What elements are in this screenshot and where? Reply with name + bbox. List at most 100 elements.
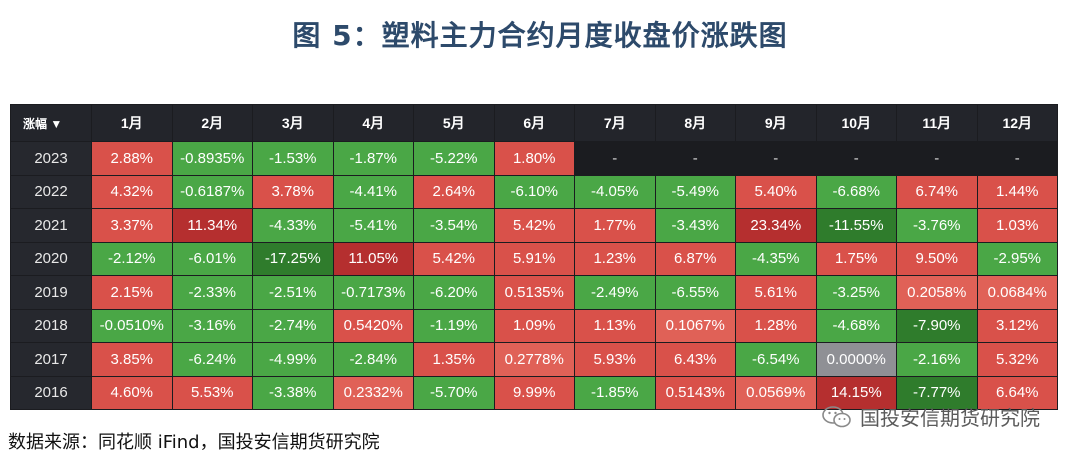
heatmap-cell: 4.60%	[92, 376, 172, 409]
heatmap-cell: -3.25%	[816, 276, 896, 309]
month-header: 1月	[92, 105, 172, 141]
heatmap-cell: -	[977, 142, 1057, 175]
heatmap-cell: 0.0000%	[816, 343, 896, 376]
watermark-text: 国投安信期货研究院	[860, 406, 1040, 430]
heatmap-cell: 5.93%	[575, 343, 655, 376]
heatmap-table: 涨幅 ▼ 1月 2月 3月 4月 5月 6月 7月 8月 9月 10月 11月 12月 2023 2.8…	[10, 104, 1058, 410]
month-header: 3月	[253, 105, 333, 141]
year-label: 2023	[11, 142, 91, 175]
year-row: 2021 3.37% 11.34% -4.33% -5.41% -3.54% 5.42% 1.…	[11, 209, 1057, 242]
heatmap-cell: -6.55%	[655, 276, 735, 309]
heatmap-body: 2023 2.88% -0.8935% -1.53% -1.87% -5.22% 1.80%…	[11, 142, 1057, 409]
year-row: 2019 2.15% -2.33% -2.51% -0.7173% -6.20% 0.513…	[11, 276, 1057, 309]
heatmap-cell: 6.74%	[897, 175, 977, 208]
heatmap-cell: -0.6187%	[172, 175, 252, 208]
heatmap-cell: -7.90%	[897, 309, 977, 342]
heatmap-cell: 0.0569%	[736, 376, 816, 409]
heatmap-cell: 2.15%	[92, 276, 172, 309]
heatmap-cell: -5.22%	[414, 142, 494, 175]
chart-title: 图 5：塑料主力合约月度收盘价涨跌图	[292, 19, 788, 52]
heatmap-cell: -2.84%	[333, 343, 413, 376]
heatmap-cell: 1.23%	[575, 242, 655, 275]
heatmap-cell: 3.78%	[253, 175, 333, 208]
heatmap-cell: -2.33%	[172, 276, 252, 309]
heatmap-cell: 1.35%	[414, 343, 494, 376]
heatmap-cell: -0.8935%	[172, 142, 252, 175]
heatmap-cell: 3.37%	[92, 209, 172, 242]
month-header: 8月	[655, 105, 735, 141]
month-header: 5月	[414, 105, 494, 141]
heatmap-cell: 6.43%	[655, 343, 735, 376]
heatmap-cell: 1.03%	[977, 209, 1057, 242]
heatmap-cell: -4.33%	[253, 209, 333, 242]
heatmap-cell: -3.16%	[172, 309, 252, 342]
year-row: 2020 -2.12% -6.01% -17.25% 11.05% 5.42% 5.91% 1…	[11, 242, 1057, 275]
heatmap-cell: -5.41%	[333, 209, 413, 242]
heatmap-cell: 0.5143%	[655, 376, 735, 409]
heatmap-cell: 0.5420%	[333, 309, 413, 342]
heatmap-cell: 3.12%	[977, 309, 1057, 342]
month-header: 10月	[816, 105, 896, 141]
heatmap-cell: 5.42%	[494, 209, 574, 242]
heatmap-cell: -3.54%	[414, 209, 494, 242]
heatmap-cell: -4.35%	[736, 242, 816, 275]
heatmap-cell: -3.43%	[655, 209, 735, 242]
heatmap-cell: 5.32%	[977, 343, 1057, 376]
heatmap-cell: -11.55%	[816, 209, 896, 242]
heatmap-cell: -2.74%	[253, 309, 333, 342]
heatmap-cell: -4.68%	[816, 309, 896, 342]
heatmap-cell: 9.50%	[897, 242, 977, 275]
heatmap-cell: -6.01%	[172, 242, 252, 275]
year-row: 2017 3.85% -6.24% -4.99% -2.84% 1.35% 0.2778% 5…	[11, 343, 1057, 376]
month-header: 11月	[897, 105, 977, 141]
year-row: 2016 4.60% 5.53% -3.38% 0.2332% -5.70% 9.99% -1…	[11, 376, 1057, 409]
heatmap-cell: 6.64%	[977, 376, 1057, 409]
year-label: 2022	[11, 175, 91, 208]
heatmap-cell: -2.51%	[253, 276, 333, 309]
heatmap-cell: 1.75%	[816, 242, 896, 275]
heatmap-cell: -3.38%	[253, 376, 333, 409]
heatmap-cell: -1.19%	[414, 309, 494, 342]
heatmap-cell: -6.20%	[414, 276, 494, 309]
heatmap-cell: -	[575, 142, 655, 175]
heatmap-cell: 5.53%	[172, 376, 252, 409]
heatmap-cell: -0.0510%	[92, 309, 172, 342]
heatmap-cell: 2.64%	[414, 175, 494, 208]
year-label: 2020	[11, 242, 91, 275]
heatmap-cell: -6.68%	[816, 175, 896, 208]
sort-column-header[interactable]: 涨幅 ▼	[11, 105, 91, 141]
heatmap-cell: -6.10%	[494, 175, 574, 208]
heatmap-cell: -4.41%	[333, 175, 413, 208]
heatmap-cell: 5.40%	[736, 175, 816, 208]
heatmap-cell: 1.44%	[977, 175, 1057, 208]
heatmap-cell: -4.99%	[253, 343, 333, 376]
heatmap-cell: 1.28%	[736, 309, 816, 342]
year-label: 2016	[11, 376, 91, 409]
year-label: 2019	[11, 276, 91, 309]
heatmap-cell: -6.54%	[736, 343, 816, 376]
heatmap-cell: -6.24%	[172, 343, 252, 376]
heatmap-cell: 1.13%	[575, 309, 655, 342]
wechat-icon	[822, 405, 851, 427]
year-label: 2017	[11, 343, 91, 376]
year-row: 2023 2.88% -0.8935% -1.53% -1.87% -5.22% 1.80%…	[11, 142, 1057, 175]
month-header: 12月	[977, 105, 1057, 141]
month-header: 7月	[575, 105, 655, 141]
heatmap-cell: -17.25%	[253, 242, 333, 275]
heatmap-cell: 14.15%	[816, 376, 896, 409]
year-label: 2021	[11, 209, 91, 242]
heatmap-cell: 1.77%	[575, 209, 655, 242]
heatmap-cell: -4.05%	[575, 175, 655, 208]
heatmap-cell: -1.53%	[253, 142, 333, 175]
heatmap-cell: -5.70%	[414, 376, 494, 409]
heatmap-cell: 1.09%	[494, 309, 574, 342]
heatmap-table-container: 涨幅 ▼ 1月 2月 3月 4月 5月 6月 7月 8月 9月 10月 11月 12月 2023 2.8…	[10, 104, 1058, 410]
heatmap-cell: 2.88%	[92, 142, 172, 175]
heatmap-cell: 11.34%	[172, 209, 252, 242]
heatmap-cell: 0.0684%	[977, 276, 1057, 309]
heatmap-cell: -3.76%	[897, 209, 977, 242]
heatmap-cell: 9.99%	[494, 376, 574, 409]
heatmap-cell: -	[736, 142, 816, 175]
heatmap-cell: 4.32%	[92, 175, 172, 208]
month-header: 4月	[333, 105, 413, 141]
